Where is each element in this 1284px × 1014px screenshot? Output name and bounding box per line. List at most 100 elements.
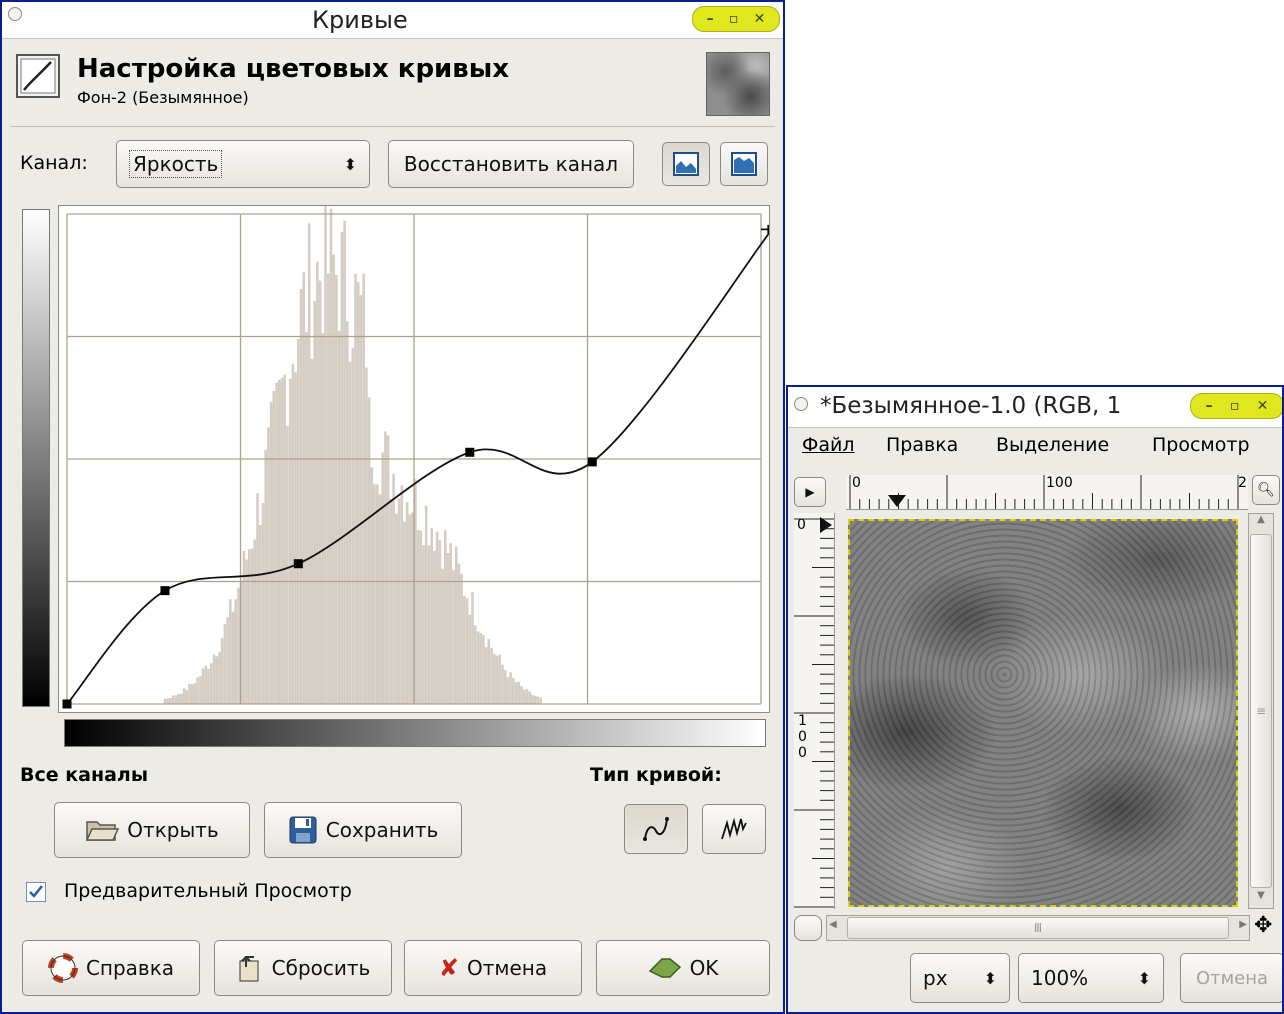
horizontal-gradient-bar bbox=[64, 719, 766, 747]
quick-mask-menu-button[interactable]: ▶ bbox=[794, 477, 826, 507]
cancel-button[interactable]: ✘ Отмена bbox=[404, 940, 582, 996]
curve-type-label: Тип кривой: bbox=[590, 764, 722, 786]
pan-navigate-icon[interactable]: ✥ bbox=[1254, 913, 1273, 938]
left-ruler-label-0: 0 bbox=[797, 517, 806, 533]
window-menu-icon[interactable] bbox=[8, 7, 22, 21]
linear-histogram-button[interactable] bbox=[662, 142, 710, 186]
minimize-icon[interactable]: – bbox=[706, 11, 714, 27]
open-button[interactable]: Открыть bbox=[54, 802, 250, 858]
open-button-label: Открыть bbox=[127, 818, 219, 842]
image-canvas[interactable] bbox=[848, 519, 1238, 907]
image-cancel-button[interactable]: Отмена bbox=[1180, 953, 1282, 1003]
pointer-marker-icon bbox=[888, 495, 906, 507]
ok-icon bbox=[648, 958, 681, 978]
top-ruler[interactable]: 0 100 2 bbox=[846, 475, 1248, 510]
window-controls: – ▫ ✕ bbox=[692, 6, 780, 32]
image-cancel-label: Отмена bbox=[1195, 967, 1269, 989]
channel-select[interactable]: Яркость ⬍ bbox=[116, 140, 370, 188]
curve-graph[interactable] bbox=[58, 205, 770, 713]
magnifier-icon: 🔍︎ bbox=[1257, 482, 1275, 498]
navigation-toggle-button[interactable] bbox=[794, 915, 822, 941]
zoom-arrows-icon: ⬍ bbox=[1137, 968, 1151, 988]
preview-checkbox[interactable] bbox=[26, 882, 46, 902]
reset-button-label: Сбросить bbox=[271, 956, 371, 980]
cancel-x-icon: ✘ bbox=[438, 954, 459, 982]
menu-edit[interactable]: Правка bbox=[886, 434, 959, 456]
horizontal-scrollbar[interactable]: ◀ Ⅲ ▶ bbox=[826, 915, 1250, 941]
image-window-controls: – ▫ ✕ bbox=[1190, 393, 1282, 419]
reset-button[interactable]: Сбросить bbox=[214, 940, 392, 996]
left-ruler[interactable]: 0 1 0 0 bbox=[794, 513, 835, 909]
zoom-fit-button[interactable]: 🔍︎ bbox=[1252, 475, 1280, 505]
ok-button-label: OK bbox=[689, 956, 719, 980]
unit-arrows-icon: ⬍ bbox=[983, 968, 997, 988]
image-minimize-icon[interactable]: – bbox=[1205, 398, 1213, 414]
curve-control-point[interactable] bbox=[465, 447, 475, 457]
zoom-select[interactable]: 100% ⬍ bbox=[1018, 953, 1164, 1003]
save-button[interactable]: Сохранить bbox=[264, 802, 462, 858]
menu-file[interactable]: Файл bbox=[802, 434, 855, 456]
unit-value: px bbox=[923, 966, 948, 990]
curve-control-point[interactable] bbox=[62, 699, 72, 709]
image-window: *Безымянное-1.0 (RGB, 1 – ▫ ✕ Файл Правк… bbox=[786, 385, 1284, 1014]
zoom-value: 100% bbox=[1031, 966, 1089, 990]
checkmark-icon bbox=[29, 885, 43, 898]
image-maximize-icon[interactable]: ▫ bbox=[1229, 398, 1240, 414]
scroll-right-arrow-icon[interactable]: ▶ bbox=[1239, 919, 1247, 930]
all-channels-label: Все каналы bbox=[20, 764, 149, 786]
revert-icon bbox=[239, 956, 259, 982]
image-window-title: *Безымянное-1.0 (RGB, 1 bbox=[820, 393, 1122, 419]
close-icon[interactable]: ✕ bbox=[753, 11, 766, 27]
save-button-label: Сохранить bbox=[325, 818, 439, 842]
log-histogram-icon bbox=[731, 152, 757, 176]
channel-label: Канал: bbox=[20, 152, 88, 174]
horizontal-scroll-thumb[interactable]: Ⅲ bbox=[847, 917, 1229, 939]
curves-tool-icon bbox=[16, 54, 60, 98]
canvas-texture bbox=[850, 521, 1236, 905]
histogram bbox=[163, 206, 542, 704]
vertical-gradient-bar bbox=[22, 209, 50, 707]
play-icon: ▶ bbox=[805, 485, 815, 499]
ok-button[interactable]: OK bbox=[596, 940, 770, 996]
floppy-icon bbox=[289, 816, 317, 844]
image-titlebar[interactable]: *Безымянное-1.0 (RGB, 1 – ▫ ✕ bbox=[788, 387, 1282, 428]
left-ruler-label-100: 1 0 0 bbox=[798, 713, 807, 761]
updown-arrows-icon: ⬍ bbox=[343, 154, 357, 174]
freehand-curve-button[interactable] bbox=[702, 804, 766, 854]
lifebuoy-icon bbox=[47, 953, 78, 983]
log-histogram-button[interactable] bbox=[720, 142, 768, 186]
scroll-left-arrow-icon[interactable]: ◀ bbox=[829, 919, 837, 930]
menu-view[interactable]: Просмотр bbox=[1152, 434, 1250, 456]
image-window-menu-icon[interactable] bbox=[794, 397, 808, 411]
channel-select-value: Яркость bbox=[129, 150, 223, 178]
layer-thumbnail bbox=[706, 52, 770, 116]
top-ruler-label-200: 2 bbox=[1238, 475, 1247, 491]
curves-window-title: Кривые bbox=[312, 6, 408, 34]
preview-label: Предварительный Просмотр bbox=[64, 880, 352, 902]
curve-control-point[interactable] bbox=[587, 457, 597, 467]
curve-control-point[interactable] bbox=[293, 559, 303, 569]
folder-icon bbox=[86, 821, 120, 841]
linear-histogram-icon bbox=[673, 152, 699, 176]
cancel-button-label: Отмена bbox=[466, 956, 548, 980]
vertical-scrollbar[interactable]: ▲ ≡ ▼ bbox=[1248, 513, 1274, 909]
unit-select[interactable]: px ⬍ bbox=[910, 953, 1010, 1003]
header-subtitle: Фон-2 (Безымянное) bbox=[77, 88, 249, 107]
menu-select[interactable]: Выделение bbox=[996, 434, 1110, 456]
curve-control-point[interactable] bbox=[767, 224, 769, 234]
pointer-marker-icon bbox=[820, 517, 832, 533]
help-button[interactable]: Справка bbox=[22, 940, 200, 996]
vertical-scroll-thumb[interactable]: ≡ bbox=[1250, 534, 1272, 888]
maximize-icon[interactable]: ▫ bbox=[728, 11, 739, 27]
smooth-curve-button[interactable] bbox=[624, 804, 688, 854]
header-separator bbox=[10, 126, 775, 127]
top-ruler-label-0: 0 bbox=[852, 475, 861, 491]
curves-titlebar[interactable]: Кривые – ▫ ✕ bbox=[2, 2, 783, 39]
top-ruler-label-100: 100 bbox=[1046, 475, 1073, 491]
reset-channel-button[interactable]: Восстановить канал bbox=[388, 140, 634, 188]
scroll-down-arrow-icon[interactable]: ▼ bbox=[1257, 890, 1265, 901]
image-close-icon[interactable]: ✕ bbox=[1256, 398, 1269, 414]
scroll-up-arrow-icon[interactable]: ▲ bbox=[1257, 514, 1265, 525]
curve-control-point[interactable] bbox=[160, 586, 170, 596]
smooth-curve-icon bbox=[643, 817, 669, 841]
